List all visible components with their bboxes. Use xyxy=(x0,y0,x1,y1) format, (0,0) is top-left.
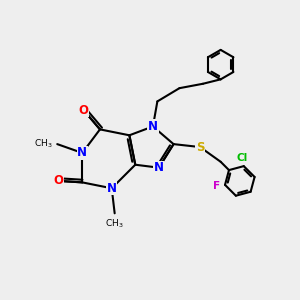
Text: S: S xyxy=(196,141,204,154)
Text: N: N xyxy=(77,146,87,159)
Text: Cl: Cl xyxy=(237,153,248,163)
Text: O: O xyxy=(79,104,89,117)
Text: N: N xyxy=(107,182,117,195)
Text: O: O xyxy=(54,174,64,188)
Text: CH$_3$: CH$_3$ xyxy=(105,218,124,230)
Text: N: N xyxy=(154,161,164,174)
Text: CH$_3$: CH$_3$ xyxy=(34,138,53,150)
Text: F: F xyxy=(213,182,220,191)
Text: N: N xyxy=(148,120,158,133)
